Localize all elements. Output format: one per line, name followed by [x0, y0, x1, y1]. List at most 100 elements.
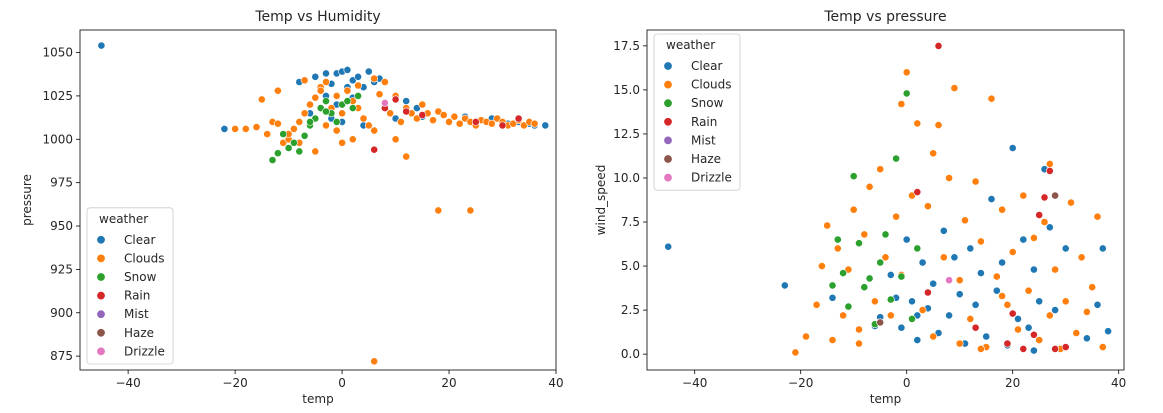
legend-marker-haze [663, 154, 673, 164]
point-clouds-66 [354, 81, 362, 90]
x-tick-label: 0 [903, 376, 911, 390]
point-clouds-46 [1045, 311, 1054, 320]
point-rain-6 [498, 121, 507, 130]
point-clouds-13 [871, 297, 879, 306]
point-clouds-16 [886, 311, 895, 320]
legend-marker-drizzle [663, 173, 673, 183]
y-tick-label: 875 [50, 349, 73, 363]
point-clear-6 [902, 235, 911, 244]
point-snow-2 [284, 144, 293, 152]
point-clouds-57 [897, 100, 906, 108]
point-clouds-62 [348, 135, 357, 144]
legend-marker-clouds [96, 253, 106, 263]
point-clear-21 [402, 97, 411, 105]
point-clear-27 [1014, 314, 1022, 323]
point-clear-4 [886, 270, 895, 279]
point-clouds-11 [306, 100, 314, 109]
point-clouds-54 [300, 76, 309, 85]
legend-marker-clear [96, 235, 106, 245]
y-tick-label: 1000 [42, 132, 73, 146]
series-snow [828, 89, 922, 329]
series-clear [664, 144, 1112, 355]
y-axis-label: wind_speed [594, 165, 608, 236]
point-clouds-67 [332, 126, 341, 135]
point-clouds-64 [370, 74, 379, 83]
point-snow-11 [332, 118, 341, 126]
point-haze-0 [876, 318, 885, 327]
point-clouds-40 [1014, 325, 1022, 334]
legend-label-haze: Haze [691, 152, 721, 166]
point-clear-29 [1024, 323, 1033, 332]
point-clear-5 [897, 323, 906, 332]
point-clouds-17 [892, 212, 900, 221]
point-clouds-21 [913, 119, 922, 128]
point-clouds-72 [370, 357, 379, 366]
chart-title: Temp vs pressure [823, 9, 946, 25]
legend: weather Clear Clouds Snow Rain Mist Haze Drizzl… [653, 33, 741, 191]
point-rain-0 [370, 145, 379, 154]
point-clear-3 [311, 72, 320, 81]
point-clouds-28 [950, 84, 959, 92]
point-clouds-37 [445, 118, 453, 126]
point-rain-4 [418, 111, 427, 119]
legend-marker-clear [663, 61, 673, 71]
y-tick-label: 2.5 [621, 303, 640, 317]
point-rain-7 [1035, 211, 1044, 219]
series-snow [268, 92, 362, 164]
point-rain-2 [391, 95, 400, 104]
point-snow-1 [273, 149, 282, 158]
point-snow-11 [886, 295, 895, 304]
legend-marker-drizzle [96, 346, 106, 356]
point-snow-13 [343, 97, 352, 105]
legend-marker-rain [663, 117, 673, 127]
point-clear-32 [541, 121, 550, 130]
point-clouds-6 [279, 138, 288, 147]
point-snow-13 [897, 272, 906, 281]
x-tick-label: −20 [788, 376, 813, 390]
legend-label-clear: Clear [124, 233, 155, 247]
point-clear-37 [1093, 300, 1102, 309]
point-clouds-69 [402, 152, 411, 161]
legend-marker-snow [96, 272, 106, 282]
point-clouds-28 [396, 118, 405, 126]
y-tick-label: 1025 [42, 89, 73, 103]
point-clear-11 [929, 279, 938, 288]
point-clouds-36 [439, 111, 448, 119]
point-clouds-32 [971, 177, 980, 186]
point-rain-12 [1003, 339, 1012, 348]
point-clouds-53 [530, 119, 539, 128]
y-tick-label: 0.0 [621, 347, 640, 361]
point-clouds-60 [955, 339, 964, 348]
point-clear-9 [343, 66, 352, 74]
point-rain-5 [471, 118, 480, 126]
point-clouds-41 [1019, 191, 1028, 200]
point-rain-2 [924, 288, 932, 297]
point-clouds-51 [1072, 329, 1081, 337]
point-clear-9 [918, 258, 927, 267]
x-tick-label: 40 [1111, 376, 1126, 390]
point-clouds-68 [391, 135, 400, 144]
legend-label-rain: Rain [691, 115, 717, 129]
legend-title: weather [666, 38, 715, 52]
legend-marker-haze [96, 328, 106, 338]
point-clouds-33 [977, 237, 985, 246]
point-clear-19 [971, 300, 980, 309]
y-tick-label: 1050 [42, 46, 73, 60]
point-snow-4 [295, 147, 304, 156]
point-clear-15 [950, 253, 959, 262]
legend-box [86, 207, 174, 365]
point-clouds-2 [812, 300, 821, 309]
point-clouds-3 [263, 130, 272, 138]
point-clouds-62 [1045, 159, 1054, 168]
legend-label-haze: Haze [124, 326, 154, 340]
point-clear-0 [97, 41, 106, 50]
point-clouds-55 [1093, 212, 1102, 221]
point-clouds-26 [386, 109, 395, 118]
point-clouds-11 [860, 230, 869, 239]
point-snow-15 [354, 92, 362, 100]
point-snow-18 [322, 107, 330, 116]
x-axis-label: temp [870, 392, 901, 406]
plot-frame [646, 29, 1125, 371]
point-clouds-49 [509, 119, 518, 128]
legend-label-mist: Mist [124, 307, 149, 321]
